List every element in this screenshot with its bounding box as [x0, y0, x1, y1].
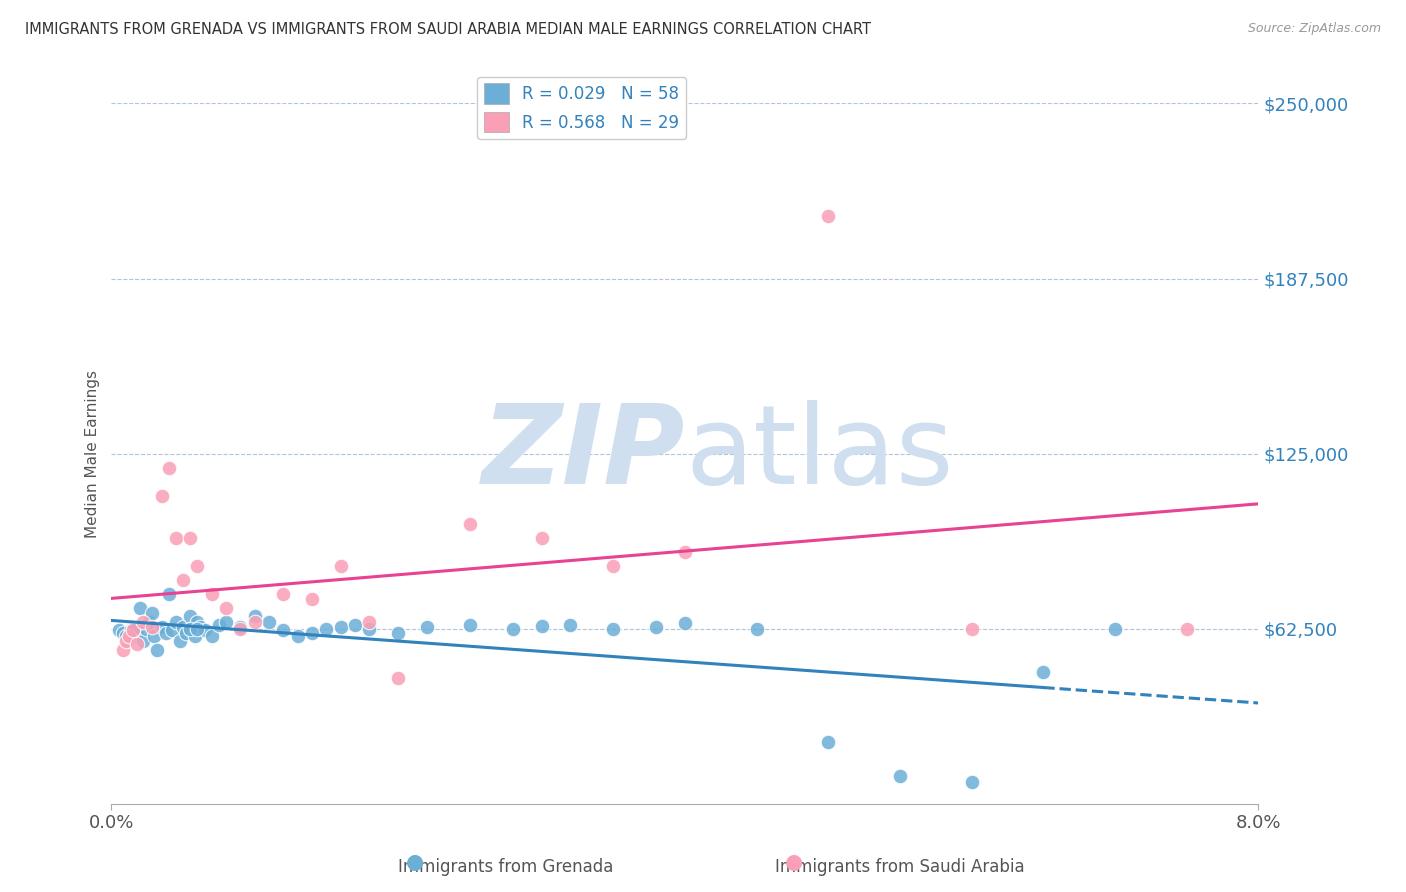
Point: [301, 592, 323, 607]
Point: [208, 617, 231, 632]
Point: [186, 615, 208, 629]
Text: ●: ●: [406, 853, 423, 872]
Point: [194, 624, 217, 638]
Point: [359, 615, 381, 629]
Point: [602, 622, 624, 636]
Text: ZIP: ZIP: [481, 401, 685, 508]
Point: [179, 531, 201, 545]
Point: [165, 531, 187, 545]
Point: [155, 626, 177, 640]
Point: [359, 622, 381, 636]
Text: atlas: atlas: [685, 401, 953, 508]
Point: [124, 624, 146, 639]
Point: [344, 617, 367, 632]
Point: [117, 632, 139, 646]
Point: [138, 615, 160, 629]
Point: [183, 629, 205, 643]
Point: [111, 626, 134, 640]
Point: [215, 600, 238, 615]
Point: [132, 615, 155, 629]
Point: [1032, 665, 1054, 680]
Point: [127, 627, 149, 641]
Point: [645, 620, 668, 634]
Point: [172, 620, 194, 634]
Point: [165, 615, 187, 629]
Point: [960, 774, 983, 789]
Point: [329, 620, 352, 634]
Point: [273, 587, 295, 601]
Point: [301, 626, 323, 640]
Point: [229, 622, 252, 636]
Point: [114, 634, 136, 648]
Point: [201, 629, 224, 643]
Point: [179, 609, 201, 624]
Point: [273, 624, 295, 638]
Point: [150, 620, 173, 634]
Point: [817, 735, 839, 749]
Point: [141, 607, 163, 621]
Point: [1104, 622, 1126, 636]
Point: [160, 624, 183, 638]
Point: [673, 616, 696, 631]
Point: [215, 615, 238, 629]
Point: [188, 620, 211, 634]
Point: [257, 615, 280, 629]
Point: [673, 545, 696, 559]
Point: [960, 622, 983, 636]
Legend: R = 0.029   N = 58, R = 0.568   N = 29: R = 0.029 N = 58, R = 0.568 N = 29: [478, 77, 686, 139]
Text: Source: ZipAtlas.com: Source: ZipAtlas.com: [1247, 22, 1381, 36]
Point: [329, 558, 352, 573]
Point: [387, 671, 409, 685]
Point: [174, 626, 197, 640]
Point: [157, 460, 180, 475]
Point: [169, 634, 191, 648]
Point: [132, 634, 155, 648]
Point: [745, 622, 768, 636]
Point: [229, 620, 252, 634]
Point: [107, 624, 129, 638]
Point: [243, 609, 266, 624]
Text: Immigrants from Saudi Arabia: Immigrants from Saudi Arabia: [775, 858, 1025, 876]
Point: [121, 624, 143, 638]
Text: Immigrants from Grenada: Immigrants from Grenada: [398, 858, 614, 876]
Point: [416, 620, 439, 634]
Point: [287, 629, 309, 643]
Point: [817, 209, 839, 223]
Point: [114, 629, 136, 643]
Point: [387, 626, 409, 640]
Point: [146, 643, 169, 657]
Point: [122, 622, 145, 636]
Point: [111, 643, 134, 657]
Point: [186, 622, 208, 636]
Point: [530, 531, 553, 545]
Point: [186, 558, 208, 573]
Point: [243, 615, 266, 629]
Point: [157, 587, 180, 601]
Y-axis label: Median Male Earnings: Median Male Earnings: [86, 369, 100, 538]
Point: [602, 558, 624, 573]
Point: [315, 622, 337, 636]
Point: [560, 617, 582, 632]
Point: [530, 619, 553, 633]
Point: [502, 622, 524, 636]
Point: [458, 617, 481, 632]
Point: [889, 769, 911, 783]
Point: [143, 629, 166, 643]
Point: [179, 622, 201, 636]
Point: [172, 573, 194, 587]
Point: [135, 622, 157, 636]
Point: [117, 629, 139, 643]
Point: [141, 620, 163, 634]
Point: [458, 516, 481, 531]
Point: [150, 489, 173, 503]
Text: IMMIGRANTS FROM GRENADA VS IMMIGRANTS FROM SAUDI ARABIA MEDIAN MALE EARNINGS COR: IMMIGRANTS FROM GRENADA VS IMMIGRANTS FR…: [25, 22, 872, 37]
Point: [122, 624, 145, 638]
Point: [1175, 622, 1198, 636]
Point: [127, 637, 149, 651]
Point: [129, 600, 152, 615]
Point: [201, 587, 224, 601]
Text: ●: ●: [786, 853, 803, 872]
